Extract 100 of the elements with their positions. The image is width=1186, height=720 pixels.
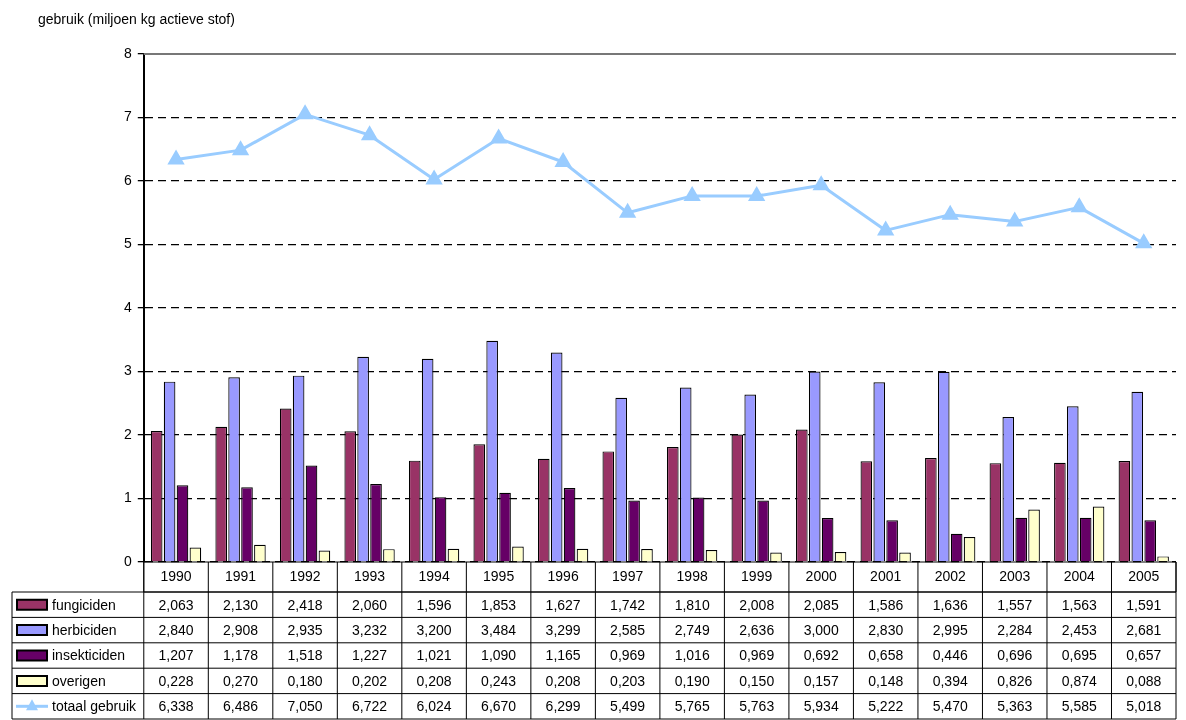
data-label: 0,180 — [287, 672, 323, 689]
data-label: 1,591 — [1126, 596, 1162, 613]
data-label: 2,284 — [997, 621, 1033, 638]
legend-label: fungiciden — [52, 596, 116, 613]
data-label: 2,060 — [352, 596, 388, 613]
y-tick-label: 6 — [123, 171, 132, 188]
data-label: 5,585 — [1061, 698, 1097, 715]
point — [1136, 234, 1152, 249]
data-label: 2,681 — [1126, 621, 1162, 638]
point — [1071, 198, 1087, 213]
x-tick-label: 2000 — [805, 567, 837, 584]
x-tick-label: 1992 — [289, 567, 321, 584]
data-label: 0,394 — [932, 672, 968, 689]
point — [297, 105, 313, 120]
data-label: 0,190 — [674, 672, 710, 689]
data-label: 6,722 — [352, 698, 388, 715]
data-label: 6,024 — [416, 698, 452, 715]
data-label: 0,696 — [997, 647, 1033, 664]
data-label: 2,085 — [803, 596, 839, 613]
point — [878, 221, 894, 236]
data-label: 3,232 — [352, 621, 388, 638]
data-label: 2,585 — [610, 621, 646, 638]
data-label: 0,208 — [416, 672, 452, 689]
data-label: 2,908 — [223, 621, 259, 638]
data-label: 0,692 — [803, 647, 839, 664]
data-label: 0,695 — [1061, 647, 1097, 664]
data-label: 1,627 — [545, 596, 581, 613]
data-label: 1,563 — [1061, 596, 1097, 613]
data-label: 7,050 — [287, 698, 323, 715]
data-label: 5,363 — [997, 698, 1033, 715]
data-label: 1,178 — [223, 647, 259, 664]
data-label: 1,207 — [158, 647, 194, 664]
x-tick-label: 1997 — [612, 567, 644, 584]
data-label: 1,742 — [610, 596, 646, 613]
data-label: 0,157 — [803, 672, 839, 689]
x-tick-label: 2002 — [934, 567, 966, 584]
data-label: 1,090 — [481, 647, 517, 664]
data-label: 0,228 — [158, 672, 194, 689]
data-label: 1,016 — [674, 647, 710, 664]
legend-label: insekticiden — [52, 647, 126, 664]
data-label: 1,636 — [932, 596, 968, 613]
data-label: 0,270 — [223, 672, 259, 689]
data-label: 2,418 — [287, 596, 323, 613]
data-label: 1,021 — [416, 647, 452, 664]
x-tick-label: 2005 — [1128, 567, 1160, 584]
data-label: 1,518 — [287, 647, 323, 664]
data-label: 2,453 — [1061, 621, 1097, 638]
x-tick-label: 1996 — [547, 567, 579, 584]
data-label: 2,935 — [287, 621, 323, 638]
legend-label: herbiciden — [52, 621, 117, 638]
data-label: 0,874 — [1061, 672, 1097, 689]
data-label: 6,486 — [223, 698, 259, 715]
data-label: 2,830 — [868, 621, 904, 638]
data-label: 2,636 — [739, 621, 775, 638]
data-label: 1,165 — [545, 647, 581, 664]
y-tick-label: 3 — [123, 362, 132, 379]
data-label: 2,008 — [739, 596, 775, 613]
data-label: 1,227 — [352, 647, 388, 664]
data-label: 2,840 — [158, 621, 194, 638]
y-tick-label: 5 — [123, 235, 132, 252]
data-label: 1,586 — [868, 596, 904, 613]
data-label: 3,200 — [416, 621, 452, 638]
data-label: 0,969 — [610, 647, 646, 664]
data-label: 0,088 — [1126, 672, 1162, 689]
x-tick-label: 1990 — [160, 567, 192, 584]
point — [620, 204, 636, 218]
legend-label: overigen — [52, 672, 106, 689]
data-label: 6,670 — [481, 698, 517, 715]
data-label: 5,018 — [1126, 698, 1162, 715]
point — [555, 153, 571, 168]
y-tick-label: 8 — [123, 44, 132, 61]
data-label: 5,763 — [739, 698, 775, 715]
data-label: 6,299 — [545, 698, 581, 715]
x-tick-label: 1995 — [483, 567, 515, 584]
data-label: 3,484 — [481, 621, 517, 638]
y-axis-title: gebruik (miljoen kg actieve stof) — [38, 10, 235, 27]
data-label: 0,658 — [868, 647, 904, 664]
data-label: 0,203 — [610, 672, 646, 689]
data-label: 0,202 — [352, 672, 388, 689]
data-label: 0,826 — [997, 672, 1033, 689]
x-tick-label: 1991 — [224, 567, 257, 584]
data-label: 2,063 — [158, 596, 194, 613]
point — [362, 126, 378, 141]
x-tick-label: 1999 — [741, 567, 773, 584]
data-label: 0,150 — [739, 672, 775, 689]
data-label: 0,148 — [868, 672, 904, 689]
data-label: 5,222 — [868, 698, 904, 715]
data-label: 1,810 — [674, 596, 710, 613]
point — [232, 141, 249, 156]
data-label: 0,969 — [739, 647, 775, 664]
y-tick-label: 0 — [123, 552, 132, 569]
data-label: 3,000 — [803, 621, 839, 638]
legend-label: totaal gebruik — [52, 698, 138, 715]
x-tick-label: 2001 — [870, 567, 902, 584]
y-tick-label: 4 — [123, 298, 132, 315]
data-label: 0,208 — [545, 672, 581, 689]
data-label: 0,657 — [1126, 647, 1162, 664]
data-label: 3,299 — [545, 621, 581, 638]
data-label: 5,765 — [674, 698, 710, 715]
point — [426, 170, 442, 185]
